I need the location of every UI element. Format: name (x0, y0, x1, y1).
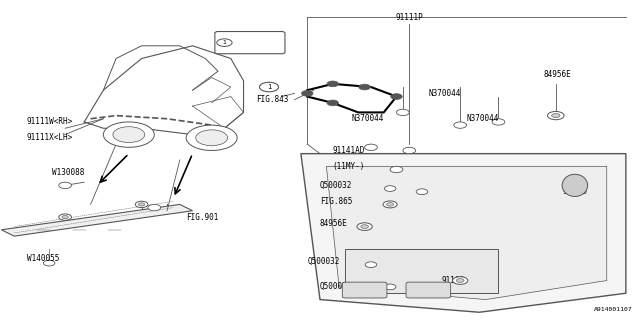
Circle shape (385, 284, 396, 290)
Text: 1: 1 (267, 84, 271, 90)
Circle shape (454, 122, 467, 128)
Text: 84956E: 84956E (320, 219, 348, 228)
Circle shape (62, 215, 68, 219)
Text: 91165: 91165 (441, 276, 464, 285)
Polygon shape (346, 249, 499, 293)
Circle shape (359, 84, 371, 90)
Circle shape (416, 189, 428, 195)
Text: FIG.901: FIG.901 (186, 212, 218, 222)
Circle shape (59, 182, 72, 188)
Text: W140055: W140055 (27, 254, 60, 263)
Circle shape (385, 186, 396, 191)
Circle shape (135, 201, 148, 208)
Circle shape (327, 81, 339, 87)
Circle shape (44, 260, 55, 266)
Circle shape (259, 82, 278, 92)
Circle shape (327, 100, 339, 106)
Ellipse shape (562, 174, 588, 196)
Text: Q500032: Q500032 (307, 257, 340, 266)
FancyBboxPatch shape (406, 282, 451, 298)
Circle shape (365, 262, 377, 268)
Text: N370044: N370044 (428, 89, 461, 98)
Text: FIG.865: FIG.865 (320, 197, 353, 206)
Text: 91111W<RH>: 91111W<RH> (27, 117, 73, 126)
Circle shape (552, 114, 560, 118)
Circle shape (387, 203, 394, 206)
Polygon shape (301, 154, 626, 312)
Text: W300065: W300065 (244, 38, 276, 47)
Circle shape (547, 111, 564, 120)
Circle shape (396, 109, 409, 116)
Circle shape (217, 39, 232, 46)
Circle shape (113, 127, 145, 142)
Text: 1: 1 (223, 40, 227, 45)
Circle shape (301, 91, 313, 96)
Polygon shape (326, 166, 607, 300)
Text: FIG.843: FIG.843 (256, 95, 288, 104)
Text: 93033D: 93033D (562, 189, 587, 195)
Text: Q500032: Q500032 (320, 282, 353, 292)
Circle shape (365, 144, 378, 150)
Text: (11MY-): (11MY-) (333, 162, 365, 171)
Circle shape (148, 204, 161, 211)
Circle shape (456, 279, 464, 283)
Polygon shape (1, 204, 193, 236)
Circle shape (452, 277, 468, 284)
Circle shape (361, 225, 369, 228)
Text: 84956E: 84956E (543, 70, 571, 79)
Text: N370044: N370044 (352, 114, 384, 123)
Circle shape (186, 125, 237, 150)
Text: Q500032: Q500032 (320, 181, 353, 190)
Circle shape (357, 223, 372, 230)
Text: A914001107: A914001107 (593, 307, 632, 312)
Text: W130088: W130088 (52, 168, 84, 177)
Circle shape (390, 166, 403, 173)
Text: 91111X<LH>: 91111X<LH> (27, 133, 73, 142)
Circle shape (383, 201, 397, 208)
Text: 91111P: 91111P (396, 13, 423, 22)
Circle shape (138, 203, 145, 206)
Circle shape (196, 130, 228, 146)
Text: N370044: N370044 (467, 114, 499, 123)
Text: 91141AD: 91141AD (333, 146, 365, 155)
FancyBboxPatch shape (342, 282, 387, 298)
FancyBboxPatch shape (215, 32, 285, 54)
Circle shape (59, 214, 72, 220)
Circle shape (391, 94, 402, 100)
Circle shape (103, 122, 154, 147)
Circle shape (403, 147, 415, 154)
Circle shape (492, 119, 505, 125)
